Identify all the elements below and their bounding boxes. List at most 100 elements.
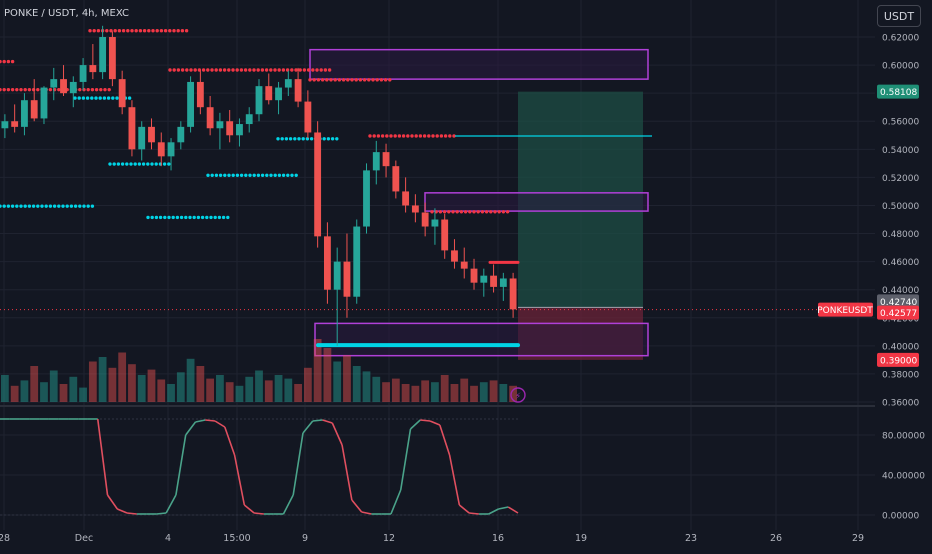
candle-body [421, 212, 429, 227]
resistance-dots [168, 29, 172, 33]
resistance-dots [484, 210, 489, 214]
resistance-dots [298, 68, 302, 72]
oscillator-segment [312, 419, 323, 422]
resistance-dots [210, 68, 214, 72]
volume-bar [20, 380, 29, 402]
candle-body [226, 121, 234, 136]
support-dots [90, 96, 94, 100]
support-dots [205, 215, 209, 220]
support-dots [218, 173, 223, 177]
volume-bar [411, 385, 420, 402]
candle-body [294, 79, 302, 102]
resistance-dots [155, 29, 159, 33]
price-tag-label: 0.42740 [880, 298, 917, 308]
support-dots [188, 215, 192, 220]
resistance-dots [354, 78, 358, 82]
resistance-dots [109, 29, 113, 33]
support-dots [276, 137, 280, 141]
resistance-dots [451, 210, 455, 214]
support-dots [78, 204, 82, 208]
candle-body [353, 226, 361, 297]
flash-glyph: ⚡ [515, 392, 521, 402]
price-axis-tick: 0.50000 [882, 202, 919, 212]
resistance-dots [134, 29, 138, 33]
support-dots [112, 162, 116, 166]
candle-body [275, 87, 282, 101]
oscillator-segment [116, 508, 128, 514]
candle-body [196, 81, 204, 108]
resistance-dots [438, 210, 443, 214]
resistance-dots [290, 68, 294, 72]
support-dots [200, 215, 205, 220]
candle-body [314, 132, 322, 237]
volume-bar [362, 371, 371, 402]
oscillator-segment [282, 494, 294, 515]
resistance-dots [151, 29, 155, 33]
oscillator-segment [165, 494, 177, 514]
resistance-dots [427, 134, 431, 138]
candle-body [236, 124, 243, 136]
oscillator-segment [224, 426, 236, 456]
resistance-dots [231, 68, 235, 72]
currency-button[interactable]: USDT [877, 5, 921, 27]
candle-body [470, 268, 478, 283]
symbol-header[interactable]: PONKE / USDT, 4h, MEXC [4, 8, 129, 19]
resistance-dots [6, 59, 11, 64]
volume-bar [157, 379, 166, 402]
candle-body [1, 121, 9, 129]
resistance-dots [325, 78, 329, 82]
volume-bar [196, 366, 205, 402]
volume-bar [264, 380, 273, 402]
oscillator-segment [351, 499, 363, 513]
support-dots [57, 204, 61, 208]
resistance-dots [248, 68, 252, 72]
price-tag-label: 0.42577 [880, 309, 917, 319]
resistance-dots [130, 29, 134, 33]
support-dots [227, 173, 231, 177]
resistance-dots [337, 78, 342, 82]
oscillator-segment [448, 454, 461, 506]
oscillator-segment [409, 419, 421, 430]
volume-bar [147, 369, 156, 402]
time-axis-tick: Dec [75, 533, 93, 544]
resistance-dots [501, 210, 506, 214]
support-dots [102, 96, 107, 100]
resistance-dots [31, 87, 36, 92]
support-dots [301, 137, 305, 141]
support-dots [269, 173, 273, 177]
volume-bar [479, 382, 488, 402]
volume-bar [225, 382, 234, 402]
oscillator-axis-tick: 80.00000 [882, 432, 925, 442]
candle-body [382, 152, 390, 167]
time-axis-tick: 28 [0, 533, 10, 544]
resistance-dots [184, 29, 189, 33]
volume-bar [274, 375, 283, 402]
support-dots [106, 96, 111, 100]
oscillator-segment [156, 512, 167, 515]
support-dots [248, 173, 252, 177]
volume-bar [49, 370, 58, 402]
resistance-dots [19, 87, 23, 92]
pane-divider[interactable] [0, 405, 875, 407]
symbol-price-tag [818, 302, 873, 317]
candle-body [441, 219, 449, 251]
oscillator-segment [390, 489, 402, 515]
volume-bar [40, 382, 48, 402]
volume-bar [450, 384, 459, 402]
price-axis-tick: 0.52000 [882, 174, 919, 184]
resistance-dots [442, 210, 447, 214]
candle-body [343, 261, 351, 297]
volume-bar [10, 385, 19, 402]
resistance-dots [380, 134, 385, 138]
candle-body [265, 86, 273, 101]
resistance-dots [99, 87, 103, 92]
resistance-dots [206, 68, 210, 72]
candle-body [402, 191, 410, 206]
resistance-dots [159, 29, 164, 33]
resistance-dots [138, 29, 143, 33]
volume-bar [79, 387, 87, 402]
resistance-dots [172, 68, 176, 72]
resistance-dots [362, 78, 367, 82]
